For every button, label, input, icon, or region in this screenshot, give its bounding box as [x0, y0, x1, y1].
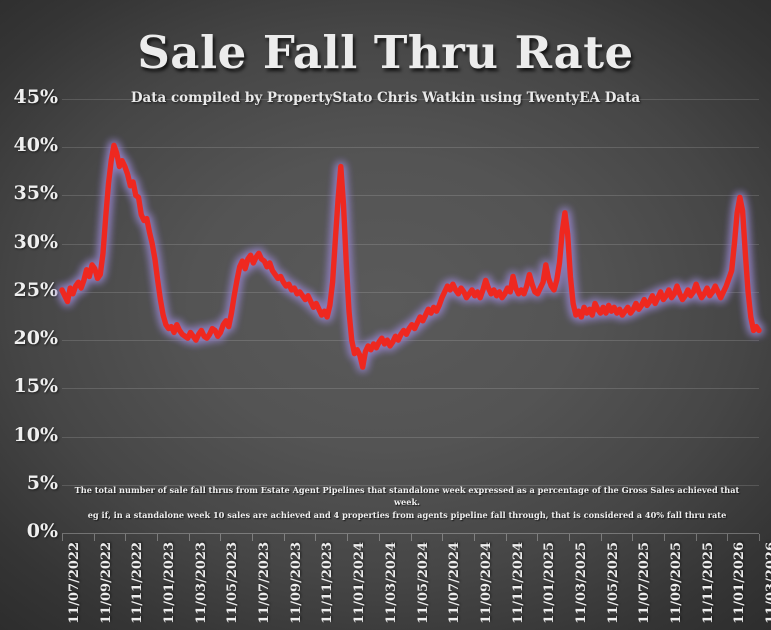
- x-axis-tick-label: 11/11/2023: [320, 542, 336, 624]
- gridline: [62, 484, 759, 486]
- y-axis-tick-label: 0%: [26, 520, 58, 542]
- x-axis-tick-label: 11/07/2024: [447, 542, 463, 624]
- y-axis-labels: 0% 5% 10% 15% 20% 25% 30% 35% 40% 45%: [0, 86, 59, 542]
- y-axis-tick-label: 25%: [13, 278, 59, 301]
- x-axis-tick: [252, 534, 254, 541]
- x-axis-tick: [347, 534, 349, 541]
- x-axis-tick: [505, 534, 507, 541]
- x-axis-tick: [410, 534, 412, 541]
- footnote-line-1: The total number of sale fall thrus from…: [74, 485, 740, 508]
- series-line-sale-fall-thru-rate: [58, 141, 763, 372]
- x-axis-tick-label: 11/01/2023: [162, 542, 178, 624]
- gridline: [62, 195, 759, 197]
- x-axis-tick-label: 11/05/2025: [605, 542, 621, 624]
- gridline: [62, 99, 759, 100]
- x-axis-tick: [600, 534, 602, 541]
- plot-area: [58, 99, 763, 533]
- x-axis-tick-label: 11/09/2024: [478, 542, 494, 624]
- x-axis-tick-label: 11/01/2024: [352, 542, 368, 624]
- x-axis-tick: [125, 534, 127, 541]
- y-axis-tick-label: 45%: [13, 86, 59, 108]
- x-axis-tick-label: 11/09/2023: [288, 542, 304, 624]
- y-axis-tick-label: 20%: [13, 327, 59, 350]
- x-axis-tick-label: 11/01/2026: [732, 542, 748, 624]
- gridline: [62, 436, 759, 438]
- x-axis-tick-label: 11/03/2025: [573, 542, 589, 624]
- x-axis-tick: [473, 534, 475, 541]
- x-axis-tick: [283, 534, 285, 541]
- x-axis-tick-label: 11/09/2025: [668, 542, 684, 624]
- y-axis-tick-label: 30%: [13, 230, 59, 253]
- x-axis-tick: [695, 534, 697, 541]
- x-axis-tick-label: 11/01/2025: [542, 542, 558, 624]
- x-axis-tick: [93, 534, 95, 541]
- x-axis-tick: [632, 534, 634, 541]
- x-axis-tick: [537, 534, 539, 541]
- x-axis-tick-label: 11/03/2023: [193, 542, 209, 624]
- x-axis-tick: [663, 534, 665, 541]
- x-axis-tick: [442, 534, 444, 541]
- x-axis-tick-label: 11/11/2022: [130, 542, 146, 624]
- y-axis-tick-label: 40%: [13, 134, 59, 157]
- chart-footnote: The total number of sale fall thrus from…: [62, 484, 752, 521]
- x-axis-tick-label: 11/11/2024: [510, 542, 526, 624]
- x-axis-tick: [568, 534, 570, 541]
- x-axis-tick-label: 11/07/2023: [257, 542, 273, 624]
- x-axis-tick-label: 11/03/2024: [383, 542, 399, 624]
- x-axis-tick: [62, 534, 63, 541]
- x-axis-tick: [188, 534, 190, 541]
- x-axis-tick-label: 11/05/2024: [415, 542, 431, 624]
- gridline: [62, 340, 759, 342]
- x-axis-tick-label: 11/07/2025: [637, 542, 653, 624]
- page-title: Sale Fall Thru Rate: [137, 26, 634, 79]
- y-axis-tick-label: 15%: [13, 375, 59, 398]
- gridline: [62, 243, 759, 245]
- gridline: [62, 291, 759, 293]
- x-axis-labels: 11/07/2022 11/09/2022 11/11/2022 11/01/2023…: [0, 542, 771, 630]
- x-axis-tick-label: 11/11/2025: [700, 542, 716, 624]
- footnote-line-2: eg if, in a standalone week 10 sales are…: [87, 509, 727, 520]
- x-axis-line: [62, 533, 759, 534]
- chart-subtitle: Data compiled by PropertyStato Chris Wat…: [130, 90, 641, 106]
- x-axis-tick-label: 11/05/2023: [225, 542, 241, 624]
- x-axis-tick-label: 11/07/2022: [67, 542, 82, 624]
- gridline: [62, 147, 759, 149]
- x-axis-tick-label: 11/03/2026: [764, 542, 771, 624]
- x-axis-tick: [378, 534, 380, 541]
- y-axis-tick-label: 10%: [13, 423, 59, 446]
- x-axis-tick: [315, 534, 317, 541]
- y-axis-tick-label: 35%: [13, 182, 59, 205]
- x-axis-tick-label: 11/09/2022: [98, 542, 114, 624]
- x-axis-tick: [759, 534, 760, 541]
- gridline: [62, 388, 759, 390]
- y-axis-tick-label: 5%: [26, 471, 58, 494]
- x-axis-tick: [157, 534, 159, 541]
- x-axis-tick: [727, 534, 729, 541]
- x-axis-tick: [220, 534, 222, 541]
- x-axis-ticks: [62, 534, 760, 542]
